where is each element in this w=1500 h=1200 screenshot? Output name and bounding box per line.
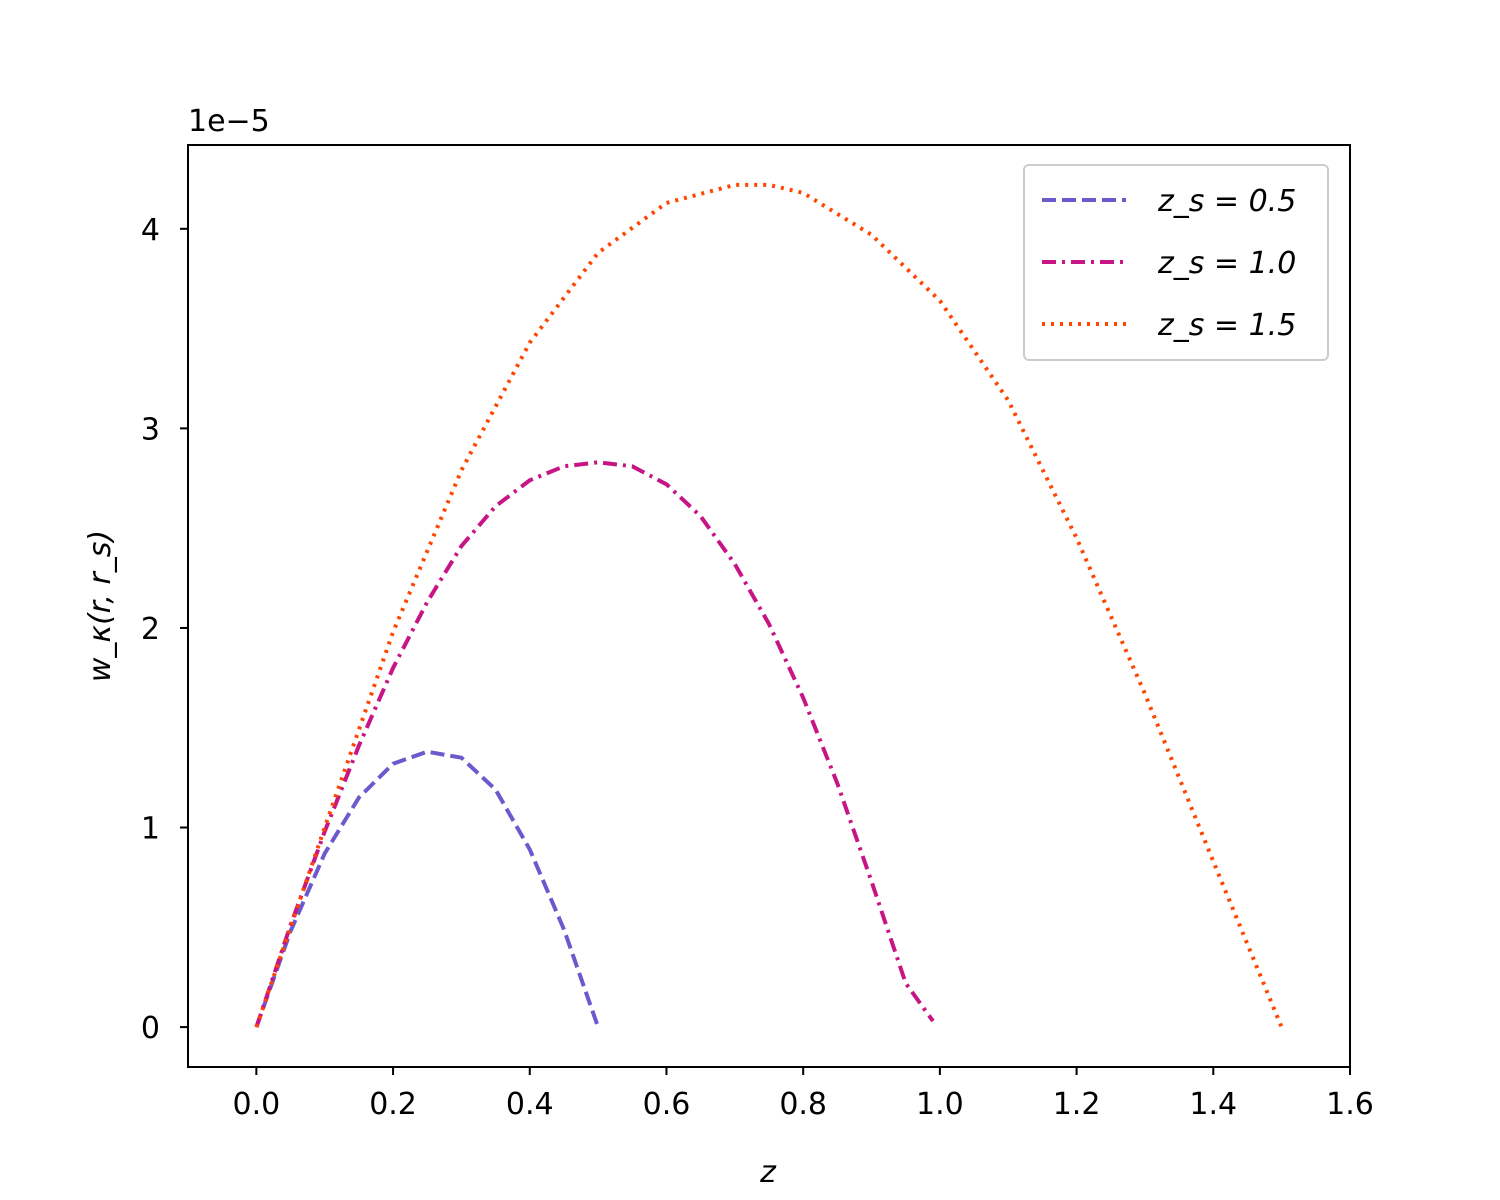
x-tick-label: 1.2 [1053,1087,1101,1122]
y-tick-label: 2 [141,612,160,647]
x-axis: 0.0 0.2 0.4 0.6 0.8 1.0 1.2 1.4 1.6 [232,1067,1374,1122]
y-offset-label: 1e−5 [188,104,270,139]
y-tick-label: 3 [141,412,160,447]
x-tick-label: 0.6 [643,1087,691,1122]
x-tick-label: 1.0 [916,1087,964,1122]
y-tick-label: 1 [141,812,160,847]
legend-label-1: z_s = 0.5 [1157,184,1296,219]
plot-frame [187,144,1351,1068]
series-layer [254,182,1284,1028]
legend: z_s = 0.5 z_s = 1.0 z_s = 1.5 [1023,164,1329,361]
y-axis-label: w_κ(r, r_s) [83,530,118,682]
x-tick-label: 0.0 [232,1087,280,1122]
y-axis: 0 1 2 3 4 [141,213,188,1046]
y-tick-label: 0 [141,1011,160,1046]
series-line-2 [254,460,935,1028]
x-axis-label: z [759,1155,777,1190]
legend-entries: z_s = 0.5 z_s = 1.0 z_s = 1.5 [1042,184,1296,343]
x-tick-label: 0.4 [506,1087,554,1122]
legend-label-3: z_s = 1.5 [1157,308,1296,343]
x-tick-label: 0.8 [779,1087,827,1122]
x-tick-label: 0.2 [369,1087,417,1122]
x-tick-label: 1.6 [1326,1087,1374,1122]
y-tick-label: 4 [141,213,160,248]
legend-box [1023,164,1329,361]
x-tick-label: 1.4 [1189,1087,1237,1122]
legend-label-2: z_s = 1.0 [1157,246,1296,281]
